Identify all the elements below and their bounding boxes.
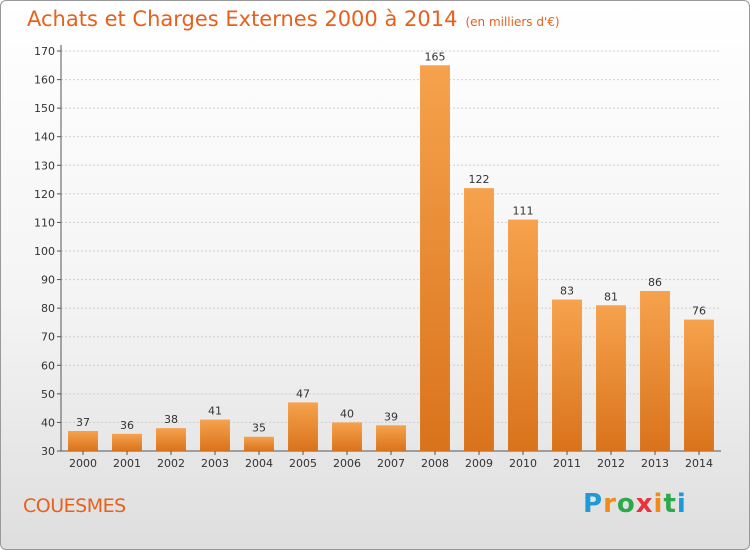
y-tick-label: 170 [34, 45, 55, 58]
logo-letter: i [653, 489, 664, 519]
x-tick-label-2004: 2004 [245, 457, 273, 470]
bar-2005 [288, 402, 318, 451]
value-label-2005: 47 [296, 387, 310, 400]
x-tick-label-2003: 2003 [201, 457, 229, 470]
bar-2003 [200, 419, 230, 451]
chart-title: Achats et Charges Externes 2000 à 2014 (e… [27, 7, 560, 31]
data-labels: 37 36 38 41 35 47 40 39 165 122 111 83 81 86 76 [76, 50, 706, 434]
logo-letter: x [635, 489, 654, 519]
logo-letter: o [616, 489, 636, 519]
x-tick-label-2010: 2010 [509, 457, 537, 470]
y-tick-label: 50 [41, 388, 55, 401]
logo-letter: t [663, 489, 677, 519]
y-tick-label: 80 [41, 302, 55, 315]
x-tick-label-2014: 2014 [685, 457, 713, 470]
x-tick-label-2007: 2007 [377, 457, 405, 470]
value-label-2010: 111 [513, 205, 534, 218]
value-label-2000: 37 [76, 416, 90, 429]
bar-2009 [464, 188, 494, 451]
bar-chart: 30 40 50 60 70 80 90 100 110 120 130 140 150 160 170 20… [34, 45, 721, 470]
value-label-2006: 40 [340, 407, 354, 420]
bar-2006 [332, 422, 362, 451]
value-label-2012: 81 [604, 290, 618, 303]
y-tick-label: 60 [41, 359, 55, 372]
y-tick-label: 110 [34, 216, 55, 229]
y-tick-label: 120 [34, 188, 55, 201]
y-tick-label: 100 [34, 245, 55, 258]
bar-2004 [244, 436, 274, 451]
chart-subtitle: (en milliers d'€) [465, 15, 560, 29]
bar-2008 [420, 65, 450, 452]
x-tick-label-2008: 2008 [421, 457, 449, 470]
proxiti-logo: Proxiti [583, 489, 687, 519]
value-label-2002: 38 [164, 413, 178, 426]
y-tick-label: 150 [34, 102, 55, 115]
grid-lines [61, 50, 721, 452]
x-tick-label-2002: 2002 [157, 457, 185, 470]
bar-2010 [508, 219, 538, 451]
logo-letter: r [603, 489, 617, 519]
y-tick-label: 130 [34, 159, 55, 172]
value-label-2007: 39 [384, 410, 398, 423]
x-tick-label-2006: 2006 [333, 457, 361, 470]
y-tick-label: 90 [41, 274, 55, 287]
x-tick-label-2011: 2011 [553, 457, 581, 470]
logo-letter: i [676, 489, 687, 519]
chart-title-text: Achats et Charges Externes 2000 à 2014 [27, 7, 458, 31]
x-tick-label-2005: 2005 [289, 457, 317, 470]
bar-2000 [68, 431, 98, 451]
x-tick-label-2013: 2013 [641, 457, 669, 470]
y-tick-label: 160 [34, 74, 55, 87]
value-label-2011: 83 [560, 285, 574, 298]
bar-2014 [684, 319, 714, 451]
bar-2011 [552, 299, 582, 451]
y-tick-label: 140 [34, 131, 55, 144]
bar-2012 [596, 305, 626, 451]
value-label-2003: 41 [208, 405, 222, 418]
bar-2013 [640, 291, 670, 451]
x-tick-label-2009: 2009 [465, 457, 493, 470]
x-tick-label-2001: 2001 [113, 457, 141, 470]
value-label-2001: 36 [120, 419, 134, 432]
y-tick-label: 30 [41, 445, 55, 458]
value-label-2014: 76 [692, 305, 706, 318]
y-tick-label: 40 [41, 416, 55, 429]
value-label-2004: 35 [252, 422, 266, 435]
bars [68, 65, 714, 452]
town-name: COUESMES [23, 495, 126, 517]
value-label-2009: 122 [469, 173, 490, 186]
bar-2007 [376, 425, 406, 451]
x-tick-label-2000: 2000 [69, 457, 97, 470]
axes: 30 40 50 60 70 80 90 100 110 120 130 140 150 160 170 20… [34, 45, 721, 470]
value-label-2008: 165 [425, 50, 446, 63]
logo-letter: P [583, 489, 604, 519]
y-tick-label: 70 [41, 331, 55, 344]
value-label-2013: 86 [648, 276, 662, 289]
x-tick-label-2012: 2012 [597, 457, 625, 470]
bar-2002 [156, 428, 186, 451]
bar-2001 [112, 433, 142, 451]
